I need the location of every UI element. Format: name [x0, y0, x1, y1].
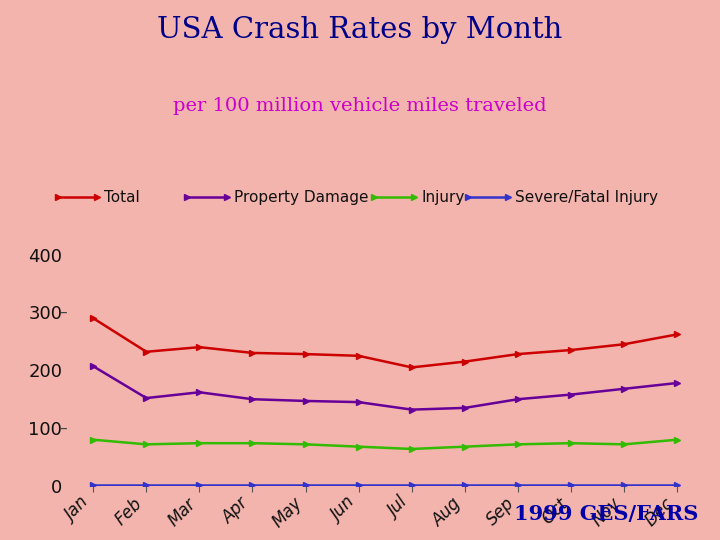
Injury: [89, 436, 97, 443]
Text: Injury: Injury: [421, 190, 464, 205]
Property Damage: [142, 395, 150, 401]
Property Damage: [248, 396, 257, 402]
Severe/Fatal Injury: [89, 482, 97, 488]
Total: [195, 344, 204, 350]
Total: [89, 315, 97, 321]
Text: –: –: [59, 421, 66, 436]
Property Damage: [195, 389, 204, 395]
Text: Property Damage: Property Damage: [234, 190, 369, 205]
Line: Total: Total: [91, 315, 680, 370]
Total: [513, 351, 522, 357]
Injury: [461, 443, 469, 450]
Text: 1999 GES/FARS: 1999 GES/FARS: [514, 504, 698, 524]
Severe/Fatal Injury: [408, 482, 416, 488]
Severe/Fatal Injury: [673, 482, 682, 488]
Severe/Fatal Injury: [567, 482, 575, 488]
Injury: [567, 440, 575, 447]
Severe/Fatal Injury: [620, 482, 629, 488]
Total: [673, 331, 682, 338]
Property Damage: [513, 396, 522, 402]
Property Damage: [408, 407, 416, 413]
Property Damage: [461, 404, 469, 411]
Text: per 100 million vehicle miles traveled: per 100 million vehicle miles traveled: [174, 97, 546, 115]
Severe/Fatal Injury: [195, 482, 204, 488]
Text: Severe/Fatal Injury: Severe/Fatal Injury: [515, 190, 658, 205]
Total: [142, 348, 150, 355]
Text: USA Crash Rates by Month: USA Crash Rates by Month: [158, 16, 562, 44]
Severe/Fatal Injury: [142, 482, 150, 488]
Injury: [142, 441, 150, 448]
Severe/Fatal Injury: [513, 482, 522, 488]
Property Damage: [89, 363, 97, 369]
Injury: [248, 440, 257, 447]
Property Damage: [354, 399, 363, 406]
Line: Injury: Injury: [91, 437, 680, 452]
Injury: [195, 440, 204, 447]
Injury: [354, 443, 363, 450]
Total: [567, 347, 575, 353]
Total: [461, 359, 469, 365]
Total: [354, 353, 363, 359]
Total: [620, 341, 629, 348]
Severe/Fatal Injury: [248, 482, 257, 488]
Injury: [673, 436, 682, 443]
Property Damage: [620, 386, 629, 392]
Injury: [408, 446, 416, 452]
Severe/Fatal Injury: [461, 482, 469, 488]
Property Damage: [301, 397, 310, 404]
Total: [248, 350, 257, 356]
Injury: [301, 441, 310, 448]
Text: Total: Total: [104, 190, 140, 205]
Severe/Fatal Injury: [301, 482, 310, 488]
Total: [301, 351, 310, 357]
Line: Property Damage: Property Damage: [91, 363, 680, 413]
Injury: [620, 441, 629, 448]
Property Damage: [567, 392, 575, 398]
Severe/Fatal Injury: [354, 482, 363, 488]
Property Damage: [673, 380, 682, 386]
Line: Severe/Fatal Injury: Severe/Fatal Injury: [91, 482, 680, 488]
Text: –: –: [59, 305, 66, 320]
Total: [408, 364, 416, 370]
Injury: [513, 441, 522, 448]
